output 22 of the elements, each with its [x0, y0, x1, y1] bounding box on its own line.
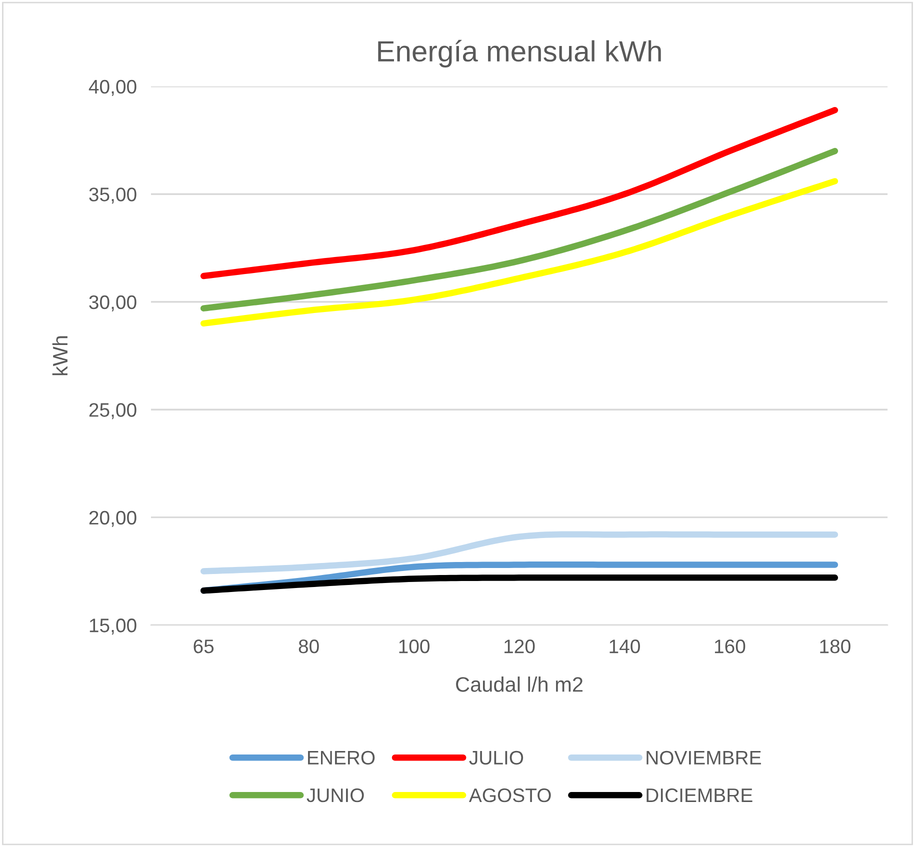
legend-label: DICIEMBRE	[646, 788, 752, 802]
legend-label: JUNIO	[306, 788, 364, 802]
legend-label: AGOSTO	[468, 788, 551, 802]
legend-label: ENERO	[308, 750, 375, 765]
y-axis-title: kWh	[52, 336, 68, 376]
chart-title: Energía mensual kWh	[378, 40, 661, 68]
legend-label: NOVIEMBRE	[646, 750, 761, 765]
x-tick-label: 100	[399, 639, 430, 654]
x-tick-label: 80	[298, 639, 319, 654]
x-tick-label: 65	[194, 639, 214, 654]
legend-label: JULIO	[469, 750, 524, 765]
y-tick-label: 20,00	[89, 510, 136, 527]
y-tick-label: 15,00	[90, 618, 136, 635]
x-tick-label: 120	[504, 639, 535, 654]
y-tick-label: 30,00	[89, 295, 136, 312]
y-tick-label: 25,00	[89, 403, 136, 420]
x-tick-label: 160	[714, 639, 746, 654]
y-tick-label: 35,00	[89, 188, 136, 204]
x-axis-title: Caudal l/h m2	[456, 676, 582, 692]
y-tick-label: 40,00	[88, 80, 136, 96]
x-tick-label: 140	[610, 639, 640, 654]
x-tick-label: 180	[820, 639, 850, 654]
